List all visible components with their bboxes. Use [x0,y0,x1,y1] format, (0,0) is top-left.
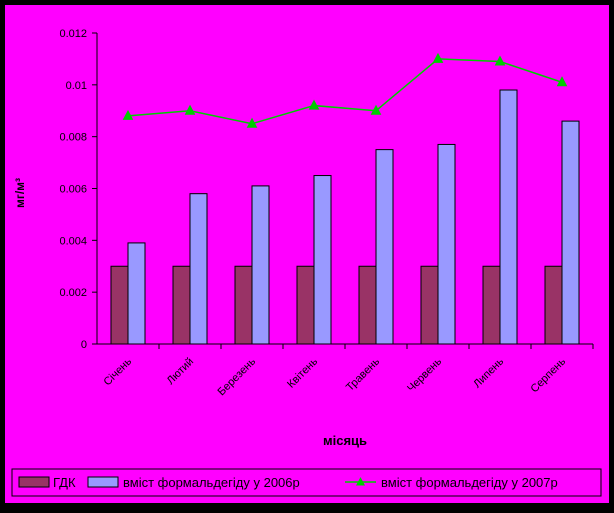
line-point [370,104,382,115]
line-point [122,109,134,120]
bar-gdk [482,265,501,345]
line-formaldehyde-2007 [127,58,563,125]
bar-formaldehyde-2006 [189,193,208,345]
y-tick-label: 0.008 [59,132,87,144]
x-axis-title: місяць [323,433,367,448]
bar-gdk [420,265,439,345]
y-tick-label: 0.012 [59,28,87,40]
bar-formaldehyde-2006 [499,89,518,345]
y-tick-label: 0.01 [66,80,87,92]
line-point [184,104,196,115]
bar-formaldehyde-2006 [313,175,332,345]
legend-label-gdk: ГДК [53,475,76,490]
legend-swatch-2006 [87,476,119,488]
bar-gdk [234,265,253,345]
bar-gdk [110,265,129,345]
line-point [494,55,506,66]
line-point [432,52,444,63]
bar-formaldehyde-2006 [127,242,146,345]
bar-formaldehyde-2006 [375,149,394,345]
y-tick-label: 0.006 [59,184,87,196]
bar-formaldehyde-2006 [561,120,580,345]
line-point [308,99,320,110]
legend-swatch-gdk [18,476,50,488]
bar-gdk [544,265,563,345]
bar-gdk [296,265,315,345]
line-point [246,117,258,128]
bar-formaldehyde-2006 [437,143,456,345]
bar-gdk [358,265,377,345]
legend-label-2007: вміст формальдегіду у 2007р [381,475,558,490]
legend-box [11,468,602,497]
legend-label-2006: вміст формальдегіду у 2006р [123,475,300,490]
y-tick-label: 0.002 [59,287,87,299]
chart-background [3,3,611,505]
y-tick-label: 0.004 [59,235,87,247]
bar-gdk [172,265,191,345]
line-point [556,76,568,87]
bar-formaldehyde-2006 [251,185,270,345]
y-axis-title: мг/м³ [13,178,27,208]
y-tick-label: 0 [81,339,87,351]
legend-marker-2007 [356,477,365,486]
